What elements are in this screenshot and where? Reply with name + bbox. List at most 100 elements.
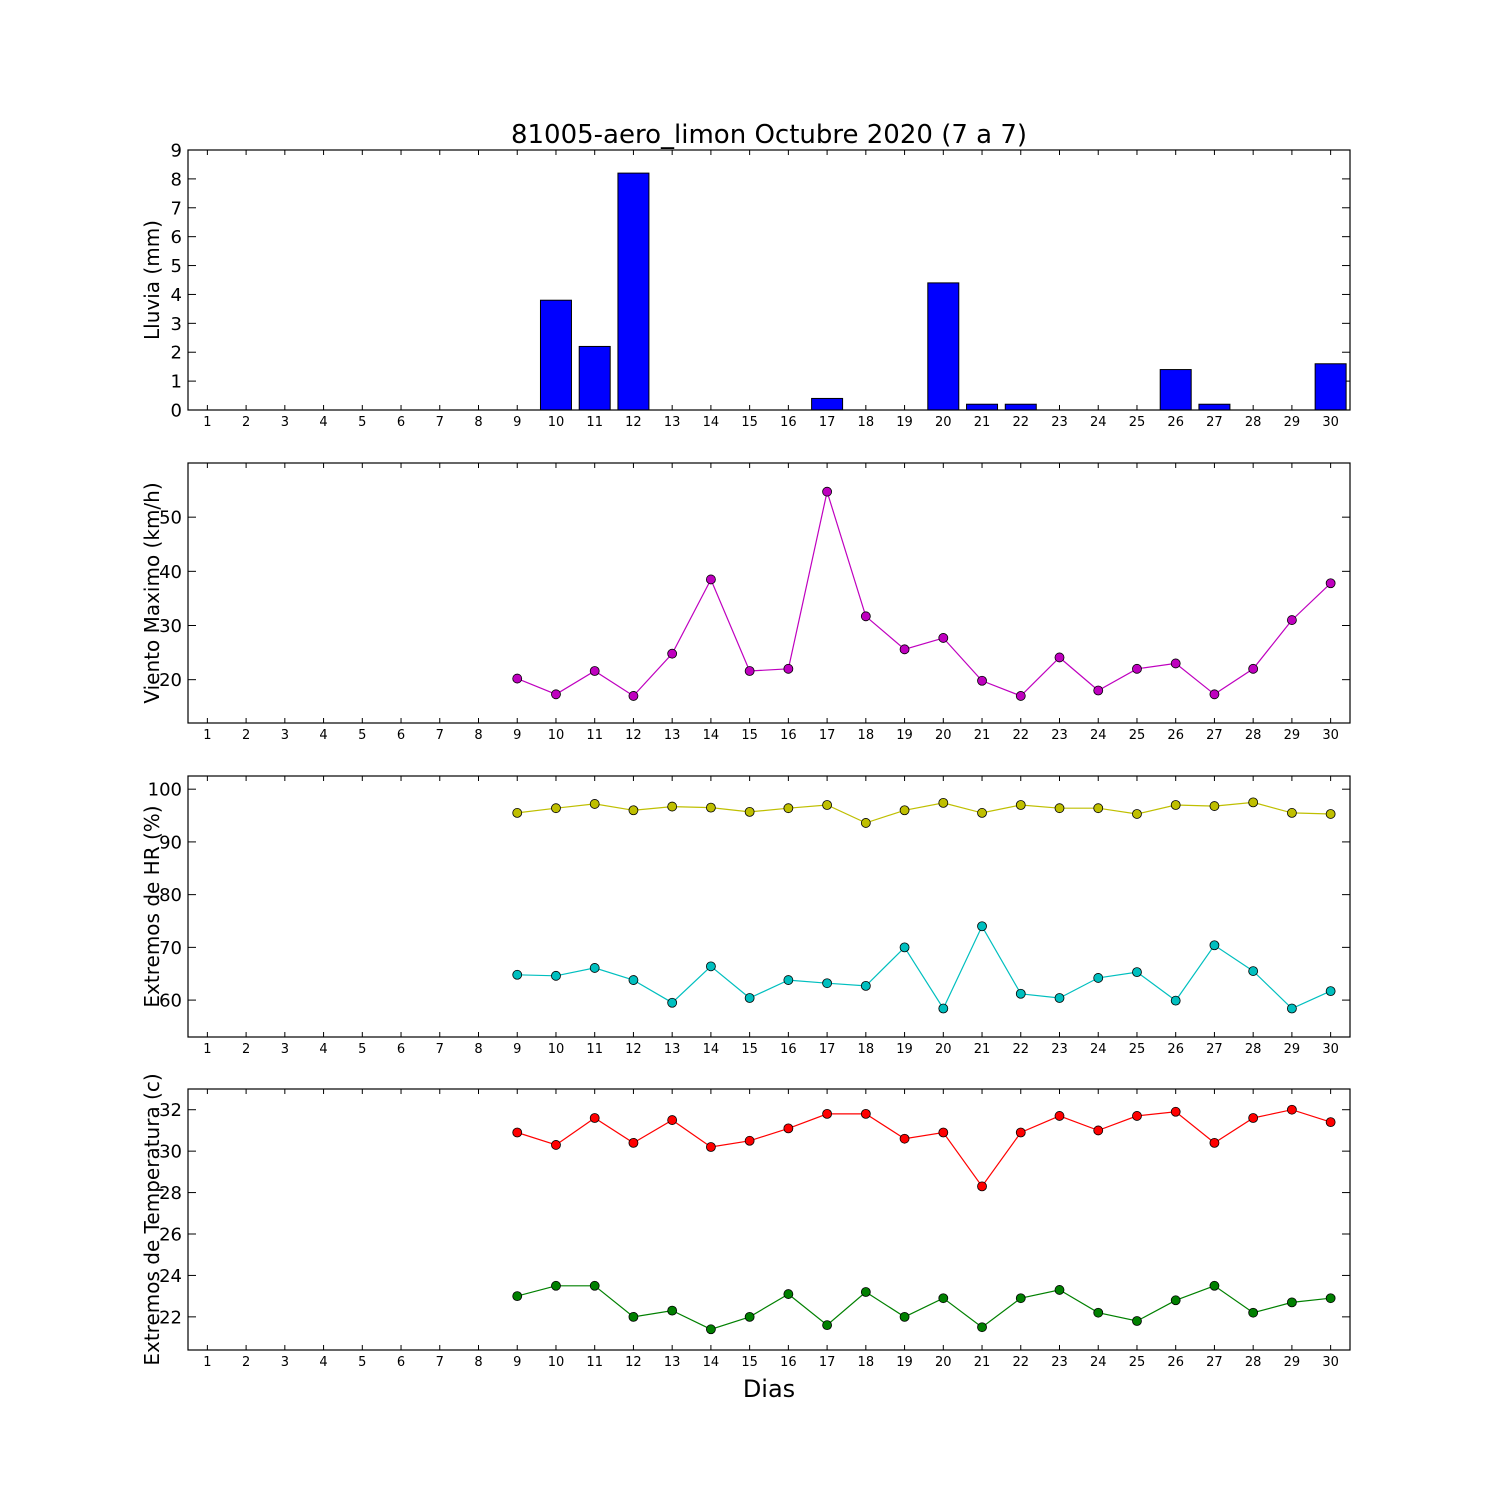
x-tick-label: 16 [780, 728, 797, 743]
x-tick-label: 9 [513, 415, 521, 430]
y-tick-label: 7 [171, 198, 182, 219]
point-s0-day-28 [1248, 1113, 1259, 1123]
point-s0-day-26 [1170, 658, 1181, 669]
point-s0-day-15 [744, 806, 755, 817]
y-tick-label: 26 [159, 1225, 182, 1246]
x-tick-label: 10 [548, 415, 565, 430]
point-s1-day-9 [512, 1291, 523, 1302]
point-s0-day-26 [1170, 800, 1181, 810]
bar-day-17 [811, 397, 844, 411]
x-tick-label: 1 [203, 1355, 211, 1370]
point-s0-day-17 [822, 800, 832, 810]
x-tick-label: 10 [548, 1355, 565, 1370]
x-tick-label: 23 [1051, 1042, 1068, 1057]
point-s1-day-25 [1132, 967, 1142, 978]
point-s1-day-22 [1015, 988, 1026, 999]
x-tick-label: 11 [586, 1042, 603, 1057]
x-tick-label: 13 [664, 415, 681, 430]
x-tick-label: 17 [819, 728, 836, 743]
x-tick-label: 21 [974, 1355, 991, 1370]
point-s0-day-21 [977, 1181, 987, 1192]
point-s1-day-21 [977, 1322, 987, 1333]
point-s0-day-14 [706, 1142, 716, 1152]
x-tick-label: 26 [1167, 415, 1184, 430]
point-s1-day-10 [551, 970, 561, 981]
x-tick-label: 6 [397, 1042, 405, 1057]
x-tick-label: 12 [625, 1355, 642, 1370]
x-tick-label: 18 [858, 1355, 875, 1370]
x-tick-label: 1 [203, 1042, 211, 1057]
point-s1-day-28 [1248, 966, 1259, 976]
series-line-1 [517, 925, 1331, 1010]
x-tick-label: 29 [1284, 415, 1301, 430]
point-s0-day-22 [1015, 800, 1026, 810]
x-tick-label: 24 [1090, 415, 1107, 430]
y-tick-label: 32 [159, 1100, 182, 1121]
point-s1-day-19 [899, 1311, 910, 1322]
x-tick-label: 19 [896, 1355, 913, 1370]
x-tick-label: 23 [1051, 1355, 1068, 1370]
x-tick-label: 7 [436, 1042, 444, 1057]
x-tick-label: 2 [242, 415, 250, 430]
point-s0-day-30 [1325, 578, 1336, 589]
x-tick-label: 27 [1206, 728, 1223, 743]
point-s0-day-28 [1248, 797, 1259, 808]
x-tick-label: 17 [819, 1042, 836, 1057]
point-s1-day-11 [589, 963, 600, 973]
y-tick-label: 4 [171, 285, 182, 306]
point-s0-day-9 [512, 673, 523, 684]
point-s0-day-11 [589, 799, 600, 809]
point-s1-day-23 [1054, 993, 1065, 1003]
point-s0-day-11 [589, 666, 600, 676]
y-tick-label: 2 [171, 343, 182, 364]
x-tick-label: 13 [664, 1042, 681, 1057]
bar-day-22 [1004, 403, 1037, 411]
x-tick-label: 29 [1284, 1042, 1301, 1057]
point-s1-day-23 [1054, 1285, 1065, 1295]
point-s1-day-28 [1248, 1307, 1259, 1318]
point-s1-day-13 [667, 1305, 678, 1316]
x-tick-label: 16 [780, 1042, 797, 1057]
point-s0-day-20 [938, 797, 949, 808]
x-tick-label: 2 [242, 1355, 250, 1370]
x-tick-label: 30 [1322, 1355, 1339, 1370]
x-tick-label: 19 [896, 415, 913, 430]
y-tick-label: 5 [171, 256, 182, 277]
x-tick-label: 25 [1129, 415, 1146, 430]
point-s0-day-29 [1287, 615, 1297, 625]
point-s1-day-30 [1325, 986, 1336, 997]
x-tick-label: 5 [358, 1042, 366, 1057]
point-s1-day-29 [1287, 1297, 1297, 1308]
point-s0-day-19 [899, 805, 910, 816]
x-tick-label: 16 [780, 1355, 797, 1370]
plot-frame [187, 149, 1351, 411]
y-tick-label: 20 [159, 670, 182, 691]
x-tick-label: 8 [474, 415, 482, 430]
series-line-0 [517, 801, 1331, 824]
x-tick-label: 20 [935, 728, 952, 743]
point-s1-day-30 [1325, 1293, 1336, 1304]
y-tick-label: 80 [159, 885, 182, 906]
x-tick-label: 19 [896, 728, 913, 743]
panel-viento: 1 2 3 4 5 6 7 8 9 10 11 12 13 14 15 16 17 18 19 20 21 22 23 24 2… [140, 462, 1351, 743]
series-line-0 [517, 1109, 1331, 1188]
x-tick-label: 24 [1090, 1355, 1107, 1370]
x-tick-label: 22 [1012, 728, 1029, 743]
x-tick-label: 3 [281, 728, 289, 743]
x-tick-label: 12 [625, 415, 642, 430]
point-s1-day-15 [744, 1311, 755, 1322]
x-tick-label: 9 [513, 1355, 521, 1370]
y-tick-label: 24 [159, 1266, 182, 1287]
point-s0-day-16 [783, 663, 794, 674]
point-s1-day-18 [860, 1287, 871, 1297]
point-s0-day-24 [1093, 803, 1104, 814]
point-s0-day-30 [1325, 809, 1336, 819]
x-tick-label: 8 [474, 1042, 482, 1057]
x-tick-label: 28 [1245, 1355, 1262, 1370]
point-s0-day-24 [1093, 1125, 1104, 1136]
point-s0-day-16 [783, 803, 794, 814]
x-tick-label: 21 [974, 415, 991, 430]
x-tick-label: 2 [242, 728, 250, 743]
chart-title: 81005-aero_limon Octubre 2020 (7 a 7) [511, 120, 1027, 150]
x-tick-label: 3 [281, 415, 289, 430]
